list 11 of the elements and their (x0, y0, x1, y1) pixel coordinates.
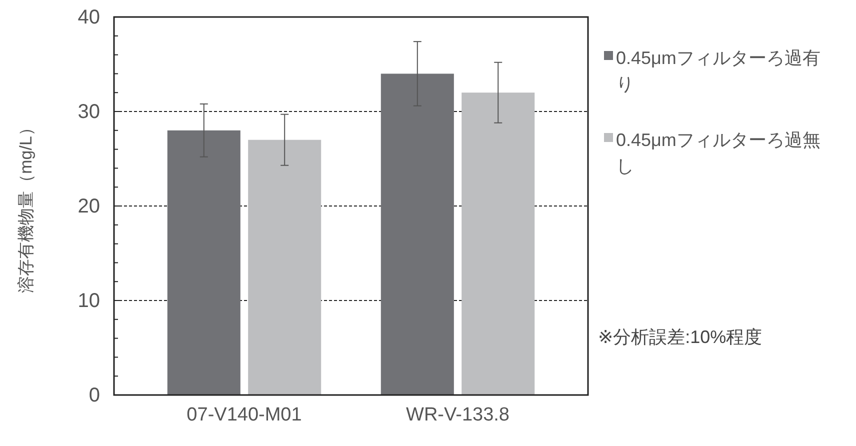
text: ※分析誤差:10%程度 (598, 327, 762, 347)
y-tick-label: 10 (78, 290, 100, 312)
x-tick-label: WR-V-133.8 (406, 404, 510, 426)
y-tick-label: 40 (78, 6, 100, 28)
x-tick-label: 07-V140-M01 (186, 404, 302, 426)
y-tick-label: 30 (78, 100, 100, 123)
legend-label: 0.45μmフィルターろ過無し (616, 130, 820, 176)
y-tick-label: 0 (88, 384, 100, 406)
y-tick-label: 20 (78, 195, 100, 218)
legend-label: 0.45μmフィルターろ過有り (616, 48, 820, 94)
y-axis-title: 溶存有機物量（mg/L） (16, 119, 36, 293)
